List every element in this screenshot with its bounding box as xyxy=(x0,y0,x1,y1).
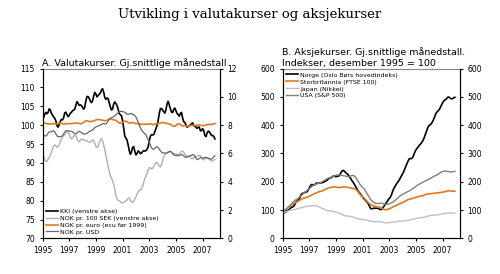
Text: Utvikling i valutakurser og aksjekurser: Utvikling i valutakurser og aksjekurser xyxy=(118,8,382,21)
Text: B. Aksjekurser. Gj.snittlige månedstall.
Indekser, desember 1995 = 100: B. Aksjekurser. Gj.snittlige månedstall.… xyxy=(282,47,466,68)
Legend: Norge (Oslo Børs hovedindeks), Storbritannia (FTSE 100), Japan (Nikkei), USA (S&: Norge (Oslo Børs hovedindeks), Storbrita… xyxy=(286,72,399,99)
Legend: KKI (venstre akse), NOK pr. 100 SEK (venstre akse), NOK pr. euro (ecu før 1999),: KKI (venstre akse), NOK pr. 100 SEK (ven… xyxy=(46,208,159,235)
Text: A. Valutakurser. Gj.snittlige månedstall: A. Valutakurser. Gj.snittlige månedstall xyxy=(42,58,227,68)
